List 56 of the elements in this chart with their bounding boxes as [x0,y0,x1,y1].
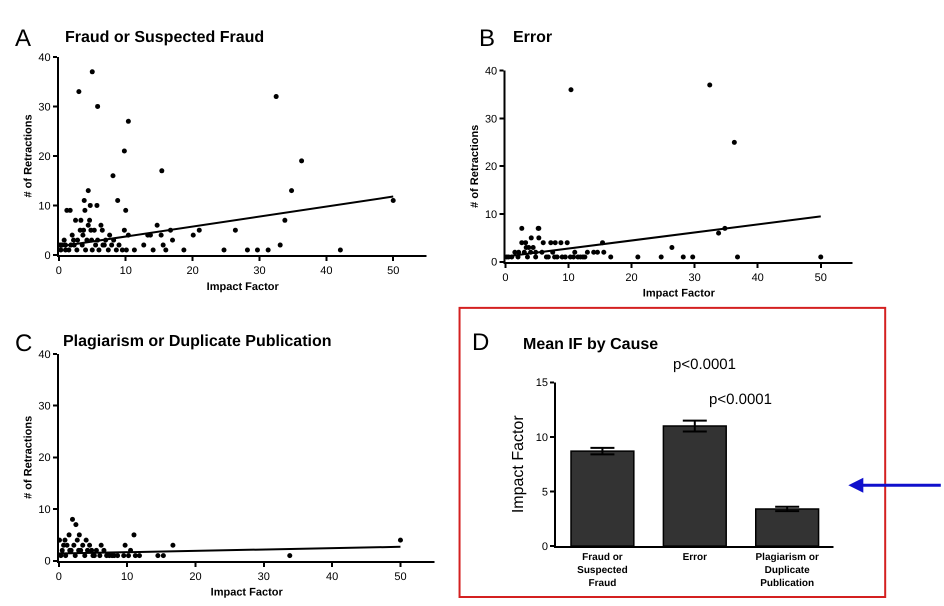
y-tick-label: 10 [484,208,498,221]
x-tick-label: 20 [625,272,638,284]
y-tick-label: 40 [38,52,51,64]
x-tick-label: 40 [752,272,764,284]
x-tick-label: 50 [387,265,400,278]
text: D [472,329,490,356]
y-tick-label: 30 [484,113,498,126]
x-tick-label: 20 [189,570,202,583]
text: C [15,330,32,357]
y-tick-label: 40 [484,66,498,78]
y-tick-label: 5 [542,486,548,498]
y-tick-label: 15 [536,377,548,390]
chart-title: Mean IF by Cause [523,336,658,353]
y-tick-label: 0 [44,250,51,262]
x-axis-title: Impact Factor [642,288,716,300]
y-tick-label: 10 [536,432,548,444]
x-tick-label: 10 [562,272,575,284]
x-tick-label: Fraud or Suspected Fraud [577,552,628,590]
x-tick-label: 0 [56,570,62,583]
y-tick-label: 20 [38,150,51,163]
x-tick-label: 0 [502,272,508,284]
x-tick-label: 20 [186,265,199,278]
text: A [15,25,32,52]
y-tick-label: 10 [38,200,51,212]
chart-title: Fraud or Suspected Fraud [65,29,264,46]
chart-title: Error [513,29,552,46]
x-axis-title: Impact Factor [210,586,284,599]
y-axis-title: Impact Factor [510,414,528,514]
y-tick-label: 30 [38,101,51,114]
x-axis-title: Impact Factor [206,280,280,293]
x-tick-label: 40 [320,265,332,278]
x-tick-label: 10 [121,570,134,583]
y-axis-title: # of Retractions [22,114,35,198]
y-tick-label: 10 [38,504,51,516]
x-tick-label: 40 [326,570,338,583]
x-tick-label: 30 [688,272,701,284]
y-tick-label: 40 [38,348,51,361]
text: B [479,25,496,52]
y-tick-label: 20 [484,161,498,174]
x-tick-label: Error [682,552,708,564]
x-tick-label: 50 [394,570,407,583]
chart-title: Plagiarism or Duplicate Publication [63,333,332,350]
text: p<0.0001 [673,356,736,373]
y-axis-title: # of Retractions [469,124,482,208]
y-axis-title: # of Retractions [22,416,35,499]
x-tick-label: 0 [56,265,62,278]
x-tick-label: 50 [814,272,827,284]
y-tick-label: 0 [542,540,548,553]
y-tick-label: 0 [491,256,498,269]
x-tick-label: Plagiarism or Duplicate Publication [755,552,819,590]
x-tick-label: 30 [253,265,266,278]
x-tick-label: 10 [120,265,132,278]
y-tick-label: 30 [38,400,51,413]
x-tick-label: 30 [258,570,270,583]
annotation: p<0.0001 [709,391,772,408]
y-tick-label: 20 [38,452,51,464]
